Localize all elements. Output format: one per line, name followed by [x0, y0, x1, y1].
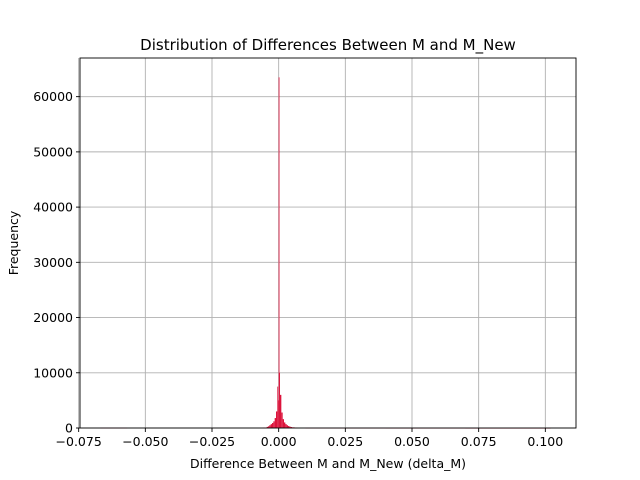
y-tick-label: 20000 [33, 310, 73, 325]
x-tick-label: 0.075 [461, 434, 497, 449]
histogram-bar [277, 386, 279, 428]
histogram-bar [270, 424, 272, 428]
histogram-bar [285, 424, 287, 428]
histogram-bar [286, 425, 288, 428]
histogram-bar [290, 427, 292, 428]
histogram-bar [268, 426, 270, 428]
x-tick-label: −0.025 [189, 434, 235, 449]
histogram-bar [266, 426, 268, 428]
x-axis-label: Difference Between M and M_New (delta_M) [190, 456, 466, 471]
histogram-bar [280, 394, 282, 428]
y-tick-label: 10000 [33, 365, 73, 380]
chart-title: Distribution of Differences Between M an… [140, 36, 516, 55]
x-tick-label: 0.025 [327, 434, 363, 449]
y-tick-label: 30000 [33, 255, 73, 270]
histogram-bar [278, 77, 280, 428]
axes-frame [79, 57, 577, 429]
x-tick-label: −0.075 [56, 434, 102, 449]
axis-ticks: −0.075 −0.050 −0.025 0.000 0.025 0.050 0.075 0.… [33, 89, 563, 449]
y-axis-label: Frequency [6, 210, 21, 275]
histogram-bar [276, 411, 278, 428]
y-tick-label: 40000 [33, 200, 73, 215]
histogram-bar [279, 372, 280, 428]
histogram-bar [289, 426, 291, 428]
histogram-bar [273, 421, 275, 428]
histogram-bar [272, 423, 274, 428]
y-tick-label: 0 [65, 421, 73, 436]
histogram-bar [281, 412, 283, 428]
histogram-bar [288, 426, 290, 428]
x-tick-label: −0.050 [122, 434, 168, 449]
y-tick-label: 50000 [33, 144, 73, 159]
histogram-bar [269, 425, 271, 428]
histogram-bar [274, 418, 276, 428]
y-tick-label: 60000 [33, 89, 73, 104]
histogram-bar [278, 400, 279, 428]
x-tick-label: 0.100 [527, 434, 563, 449]
x-tick-label: 0.050 [394, 434, 430, 449]
histogram-bar [282, 419, 284, 428]
grid [78, 58, 576, 429]
x-tick-label: 0.000 [261, 434, 297, 449]
histogram-bar [284, 422, 286, 428]
